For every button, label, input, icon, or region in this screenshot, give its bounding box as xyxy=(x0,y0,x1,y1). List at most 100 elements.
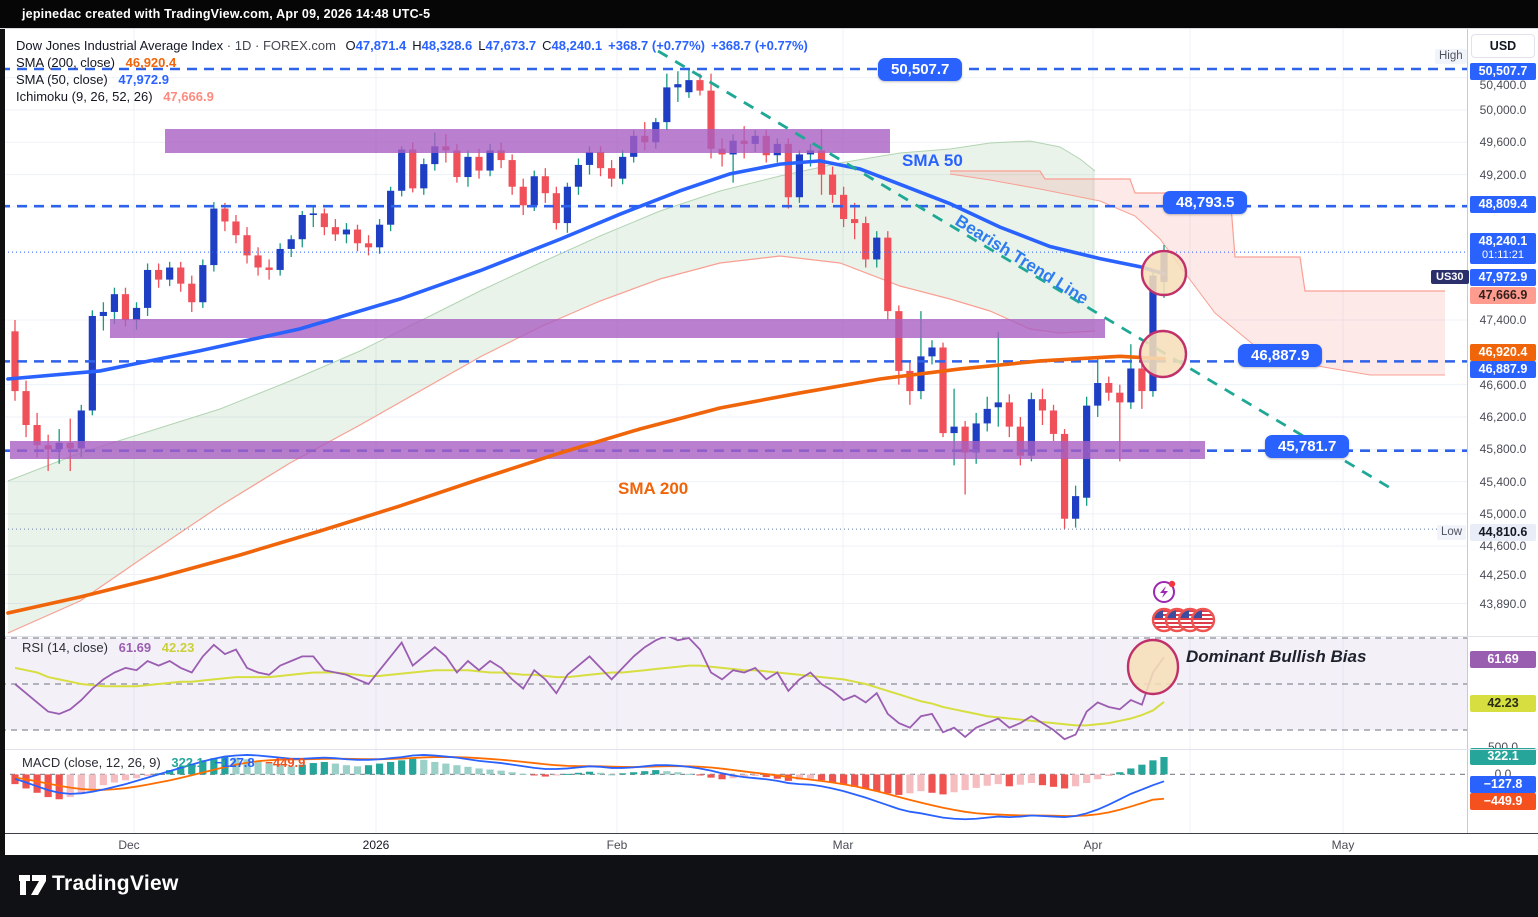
candle-body xyxy=(387,190,395,225)
candle-body xyxy=(530,176,538,206)
macd-histogram-bar xyxy=(55,774,63,800)
macd-histogram-bar xyxy=(1127,768,1135,775)
macd-histogram-bar xyxy=(221,756,229,775)
sma50-chart-label[interactable]: SMA 50 xyxy=(902,151,963,170)
candle-body xyxy=(1105,383,1113,393)
price-badge: 42.23 xyxy=(1470,694,1536,712)
candle-body xyxy=(1049,410,1058,434)
candle-body xyxy=(961,426,969,453)
macd-legend-label: MACD (close, 12, 26, 9) xyxy=(22,755,161,770)
main-price-pane[interactable] xyxy=(0,29,1467,636)
price-badge: −449.9 xyxy=(1470,792,1536,810)
bias-chart-label[interactable]: Dominant Bullish Bias xyxy=(1186,647,1367,666)
sma200-chart-label[interactable]: SMA 200 xyxy=(618,479,689,498)
macd-histogram-bar xyxy=(508,772,516,775)
price-tick: 46,200.0 xyxy=(1479,410,1527,424)
candle-body xyxy=(309,213,317,216)
macd-pane[interactable] xyxy=(0,749,1467,833)
sma200-line[interactable] xyxy=(6,354,1166,615)
candle-body xyxy=(862,223,870,260)
highlight-circle[interactable] xyxy=(1138,329,1188,379)
tradingview-brand-text[interactable]: TradingView xyxy=(52,872,179,895)
macd-histogram-bar xyxy=(398,760,406,775)
macd-histogram-bar xyxy=(983,774,991,786)
price-tick: 46,600.0 xyxy=(1479,378,1527,392)
sma200-legend-label: SMA (200, close) xyxy=(16,55,115,70)
price-tick: 49,200.0 xyxy=(1479,168,1527,182)
window-titlebar: jepinedac created with TradingView.com, … xyxy=(0,0,1538,28)
symbol-legend-row[interactable]: Dow Jones Industrial Average Index · 1D … xyxy=(16,37,808,54)
notification-dot-icon xyxy=(1168,580,1176,588)
pane-separator[interactable] xyxy=(0,636,1538,637)
rsi-line[interactable] xyxy=(14,636,1165,741)
highlight-circle[interactable] xyxy=(1140,249,1188,297)
macd-histogram-bar xyxy=(795,774,804,780)
rsi-highlight-circle[interactable] xyxy=(1126,638,1180,696)
supply-demand-zone[interactable] xyxy=(110,319,1105,338)
candle-body xyxy=(884,237,892,312)
macd-histogram-bar xyxy=(166,770,174,775)
price-tick: 50,000.0 xyxy=(1479,103,1527,117)
pane-separator[interactable] xyxy=(0,749,1538,750)
price-callout-50507[interactable]: 50,507.7 xyxy=(878,58,963,81)
macd-histogram-bar xyxy=(519,773,527,775)
macd-histogram-bar xyxy=(353,766,362,775)
time-axis-label: Apr xyxy=(1083,838,1103,852)
candle-body xyxy=(663,87,671,123)
macd-histogram-bar xyxy=(132,774,141,779)
candle-body xyxy=(674,84,682,88)
sma200-legend-row[interactable]: SMA (200, close) 46,920.4 xyxy=(16,54,808,71)
candle-body xyxy=(464,156,472,178)
price-callout-45781[interactable]: 45,781.7 xyxy=(1265,435,1350,458)
macd-histogram-bar xyxy=(364,765,373,775)
macd-histogram-bar xyxy=(1049,774,1058,787)
rsi-ma-line[interactable] xyxy=(14,664,1165,727)
us-flag-event-icon[interactable] xyxy=(1190,607,1216,633)
candle-body xyxy=(210,208,218,266)
macd-histogram-bar xyxy=(530,774,538,776)
sma50-legend-row[interactable]: SMA (50, close) 47,972.9 xyxy=(16,71,808,88)
candle-body xyxy=(221,208,229,222)
macd-histogram-bar xyxy=(972,774,980,788)
candle-body xyxy=(784,143,792,198)
interval-label[interactable]: 1D xyxy=(234,38,252,53)
time-axis[interactable]: Dec 2026 Feb Mar Apr May xyxy=(0,833,1538,856)
macd-histogram-bar xyxy=(475,768,483,775)
macd-histogram-bar xyxy=(331,763,339,775)
time-axis-label: 2026 xyxy=(362,838,390,852)
supply-demand-zone[interactable] xyxy=(165,129,890,153)
tradingview-logo-icon[interactable] xyxy=(18,872,48,900)
macd-histogram-bar xyxy=(1060,774,1069,789)
macd-histogram-bar xyxy=(210,758,218,775)
macd-histogram-bar xyxy=(375,763,384,775)
macd-line[interactable] xyxy=(14,754,1165,821)
candle-body xyxy=(1094,383,1102,406)
sma50-line[interactable] xyxy=(6,159,1166,381)
rsi-legend-row[interactable]: RSI (14, close) 61.69 42.23 xyxy=(22,640,194,655)
legend-sep1: · xyxy=(226,38,235,53)
candle-body xyxy=(342,229,351,235)
price-scale[interactable]: USD 50,400.0 50,000.0 49,600.0 49,200.0 47,4… xyxy=(1467,29,1538,833)
macd-histogram-bar xyxy=(751,774,759,777)
candle-body xyxy=(696,80,704,91)
chart-area[interactable]: Dow Jones Industrial Average Index · 1D … xyxy=(0,28,1538,856)
currency-toggle-button[interactable]: USD xyxy=(1471,34,1535,58)
ichimoku-legend-row[interactable]: Ichimoku (9, 26, 52, 26) 47,666.9 xyxy=(16,88,808,105)
sma200-legend-value: 46,920.4 xyxy=(125,55,177,70)
supply-demand-zone[interactable] xyxy=(10,441,1205,459)
macd-histogram-bar xyxy=(232,757,240,775)
price-callout-48793[interactable]: 48,793.5 xyxy=(1163,191,1248,214)
macd-legend-row[interactable]: MACD (close, 12, 26, 9) 322.1 −127.8 −44… xyxy=(22,755,305,770)
candle-body xyxy=(707,90,715,149)
macd-histogram-bar xyxy=(840,774,848,785)
window-left-edge xyxy=(0,29,5,856)
bearish-trendline[interactable] xyxy=(657,49,1393,491)
candle-body xyxy=(541,176,549,194)
price-tick: 50,400.0 xyxy=(1479,78,1527,92)
macd-histogram-bar xyxy=(276,765,284,775)
candle-body xyxy=(364,243,373,248)
symbol-legend[interactable]: Dow Jones Industrial Average Index · 1D … xyxy=(16,37,808,105)
rsi-pane[interactable] xyxy=(0,636,1467,749)
price-callout-46887[interactable]: 46,887.9 xyxy=(1238,344,1323,367)
macd-histogram-bar xyxy=(806,774,815,779)
